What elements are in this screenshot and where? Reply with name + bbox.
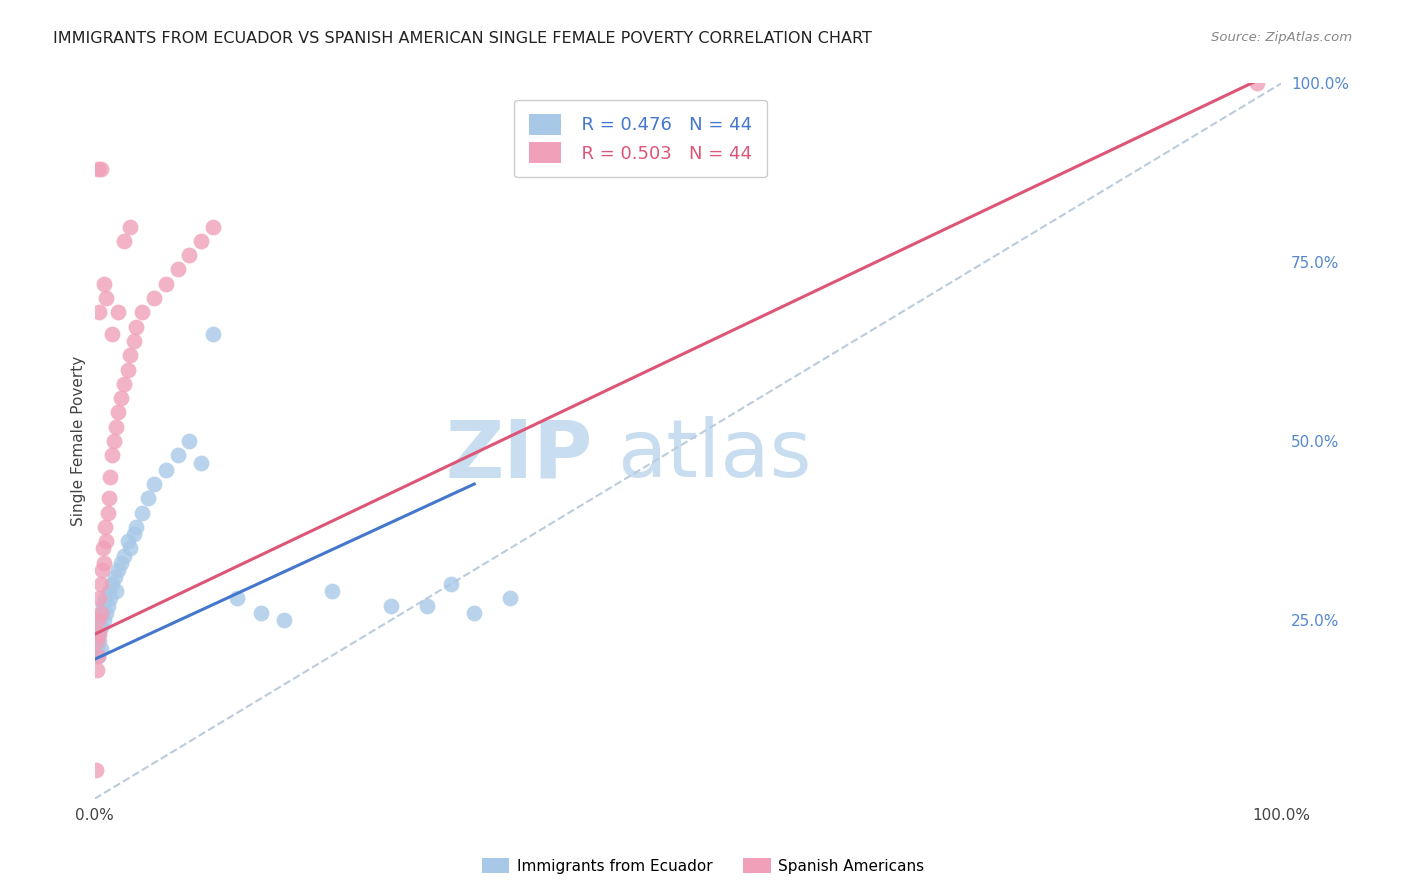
Point bbox=[110, 556, 132, 570]
Point bbox=[120, 541, 142, 556]
Point bbox=[87, 648, 110, 663]
Point bbox=[86, 641, 108, 656]
Point bbox=[86, 620, 108, 634]
Point bbox=[91, 599, 114, 613]
Point bbox=[97, 599, 120, 613]
Point bbox=[97, 506, 120, 520]
Point bbox=[104, 570, 127, 584]
Point bbox=[104, 419, 127, 434]
Point bbox=[190, 234, 212, 248]
Point bbox=[89, 162, 111, 177]
Point bbox=[89, 606, 111, 620]
Point bbox=[142, 477, 165, 491]
Point bbox=[89, 641, 111, 656]
Text: IMMIGRANTS FROM ECUADOR VS SPANISH AMERICAN SINGLE FEMALE POVERTY CORRELATION CH: IMMIGRANTS FROM ECUADOR VS SPANISH AMERI… bbox=[53, 31, 872, 46]
Point bbox=[91, 541, 114, 556]
Point bbox=[155, 277, 177, 291]
Point bbox=[96, 534, 118, 549]
Point bbox=[86, 663, 108, 677]
Point bbox=[273, 613, 295, 627]
Point bbox=[87, 613, 110, 627]
Point bbox=[122, 334, 145, 348]
Point bbox=[439, 577, 461, 591]
Point bbox=[117, 534, 139, 549]
Point bbox=[155, 463, 177, 477]
Point bbox=[179, 248, 201, 262]
Point bbox=[87, 648, 110, 663]
Point bbox=[101, 577, 124, 591]
Point bbox=[89, 591, 111, 606]
Point bbox=[94, 520, 117, 534]
Point bbox=[98, 591, 121, 606]
Point bbox=[131, 506, 153, 520]
Point bbox=[93, 556, 115, 570]
Point bbox=[96, 291, 118, 305]
Point bbox=[87, 627, 110, 641]
Point bbox=[84, 763, 107, 777]
Point bbox=[97, 491, 120, 506]
Text: atlas: atlas bbox=[617, 417, 811, 494]
Point bbox=[97, 584, 120, 599]
Point bbox=[179, 434, 201, 449]
Point bbox=[110, 391, 132, 405]
Point bbox=[122, 527, 145, 541]
Point bbox=[321, 584, 343, 599]
Point bbox=[120, 348, 142, 362]
Point bbox=[120, 219, 142, 234]
Point bbox=[90, 606, 112, 620]
Point bbox=[89, 627, 111, 641]
Point bbox=[190, 456, 212, 470]
Point bbox=[90, 563, 112, 577]
Point bbox=[125, 520, 148, 534]
Point bbox=[131, 305, 153, 319]
Point bbox=[125, 319, 148, 334]
Point bbox=[1246, 77, 1268, 91]
Point bbox=[136, 491, 159, 506]
Point bbox=[89, 305, 111, 319]
Point bbox=[93, 277, 115, 291]
Point bbox=[94, 591, 117, 606]
Point bbox=[112, 234, 135, 248]
Legend: Immigrants from Ecuador, Spanish Americans: Immigrants from Ecuador, Spanish America… bbox=[475, 852, 931, 880]
Point bbox=[93, 613, 115, 627]
Point bbox=[89, 613, 111, 627]
Point bbox=[104, 584, 127, 599]
Point bbox=[142, 291, 165, 305]
Point bbox=[107, 563, 129, 577]
Point bbox=[107, 305, 129, 319]
Point bbox=[84, 634, 107, 648]
Point bbox=[96, 606, 118, 620]
Point bbox=[380, 599, 402, 613]
Point bbox=[87, 162, 110, 177]
Legend:   R = 0.476   N = 44,   R = 0.503   N = 44: R = 0.476 N = 44, R = 0.503 N = 44 bbox=[515, 100, 766, 178]
Point bbox=[202, 219, 225, 234]
Point bbox=[98, 470, 121, 484]
Point bbox=[112, 549, 135, 563]
Point bbox=[89, 634, 111, 648]
Text: Source: ZipAtlas.com: Source: ZipAtlas.com bbox=[1212, 31, 1353, 45]
Point bbox=[202, 326, 225, 341]
Point bbox=[463, 606, 485, 620]
Text: ZIP: ZIP bbox=[446, 417, 593, 494]
Point bbox=[107, 405, 129, 419]
Point bbox=[89, 577, 111, 591]
Point bbox=[101, 449, 124, 463]
Point bbox=[112, 376, 135, 391]
Point bbox=[249, 606, 271, 620]
Point bbox=[416, 599, 439, 613]
Point bbox=[166, 262, 188, 277]
Point bbox=[101, 326, 124, 341]
Point bbox=[226, 591, 249, 606]
Point bbox=[166, 449, 188, 463]
Point bbox=[103, 434, 125, 449]
Point bbox=[117, 362, 139, 376]
Point bbox=[499, 591, 522, 606]
Y-axis label: Single Female Poverty: Single Female Poverty bbox=[72, 356, 86, 526]
Point bbox=[86, 634, 108, 648]
Point bbox=[89, 620, 111, 634]
